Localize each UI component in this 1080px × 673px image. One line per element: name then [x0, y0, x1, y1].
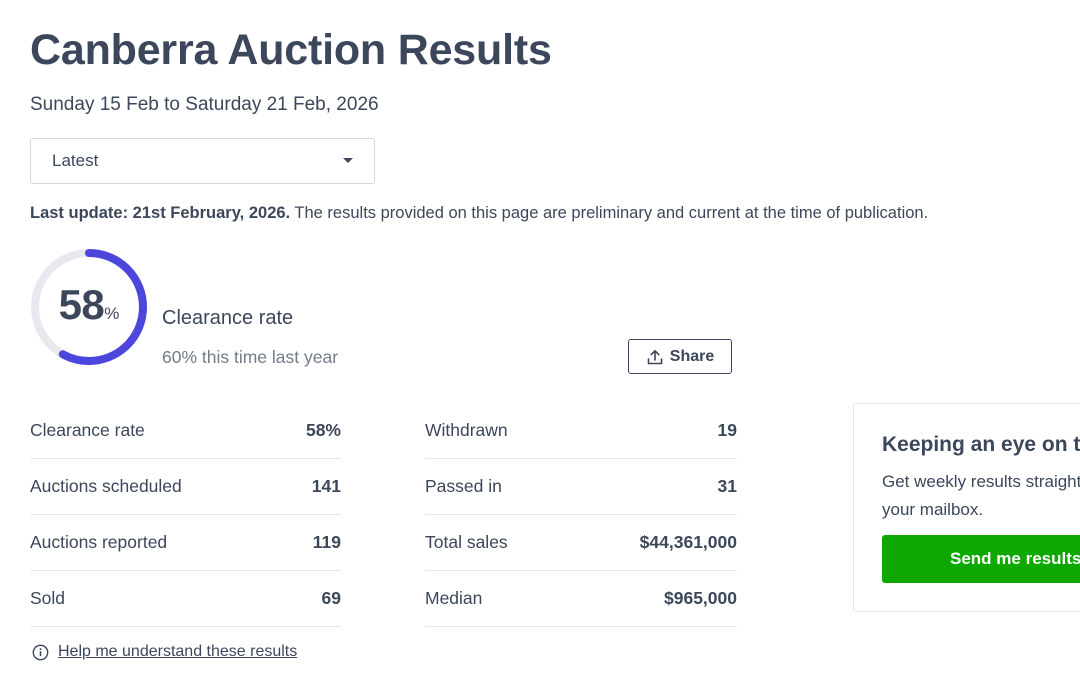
stat-label: Median	[425, 588, 483, 608]
signup-title: Keeping an eye on the market?	[882, 433, 1080, 456]
caret-down-icon	[343, 158, 353, 163]
stat-row: Auctions reported 119	[30, 515, 341, 571]
stat-label: Sold	[30, 588, 66, 608]
stat-value: 31	[717, 476, 737, 496]
signup-description: Get weekly results straight to your mail…	[882, 472, 1080, 519]
last-year-comparison: 60% this time last year	[162, 347, 339, 367]
last-update-text: The results provided on this page are pr…	[290, 204, 929, 222]
share-button[interactable]: Share	[628, 339, 732, 374]
stat-label: Auctions scheduled	[30, 476, 182, 496]
clearance-rate-unit: %	[104, 304, 120, 323]
stat-label: Auctions reported	[30, 532, 168, 552]
stat-row: Clearance rate 58%	[30, 403, 341, 459]
stat-value: 19	[717, 420, 737, 440]
info-icon	[32, 644, 49, 660]
stat-value: 119	[312, 532, 341, 552]
clearance-ring-progress	[31, 249, 147, 365]
stat-value: $44,361,000	[639, 532, 737, 552]
share-icon	[647, 349, 663, 364]
period-select[interactable]: Latest	[30, 138, 375, 184]
stat-label: Passed in	[425, 476, 502, 496]
stat-row: Sold 69	[30, 571, 341, 627]
results-signup-card: Keeping an eye on the market? Get weekly…	[853, 403, 1080, 612]
stat-row: Auctions scheduled 141	[30, 459, 341, 515]
stat-row: Median $965,000	[425, 571, 737, 627]
stat-value: 141	[311, 476, 341, 496]
page-title: Canberra Auction Results	[30, 26, 552, 74]
clearance-ring	[31, 249, 147, 365]
stat-row: Withdrawn 19	[425, 403, 737, 459]
stat-label: Clearance rate	[30, 420, 145, 440]
stats-table-left: Clearance rate 58% Auctions scheduled 14…	[30, 403, 341, 627]
stat-value: $965,000	[664, 588, 737, 608]
stat-label: Withdrawn	[425, 420, 508, 440]
clearance-rate-label: Clearance rate	[162, 307, 294, 329]
clearance-rate-value: 58%	[30, 281, 148, 329]
date-range: Sunday 15 Feb to Saturday 21 Feb, 2026	[30, 94, 379, 115]
period-select-value: Latest	[52, 151, 99, 170]
clearance-gauge: 58%	[30, 248, 148, 366]
last-update-label: Last update: 21st February, 2026.	[30, 204, 291, 222]
last-update-note: Last update: 21st February, 2026. The re…	[30, 204, 928, 223]
help-understand-link[interactable]: Help me understand these results	[32, 643, 297, 661]
stat-row: Passed in 31	[425, 459, 737, 515]
stat-row: Total sales $44,361,000	[425, 515, 737, 571]
stat-value: 69	[321, 588, 341, 608]
clearance-rate-number: 58	[58, 281, 105, 328]
stat-value: 58%	[305, 420, 341, 440]
share-label: Share	[669, 347, 715, 365]
stat-label: Total sales	[425, 532, 508, 552]
stats-table-right: Withdrawn 19 Passed in 31 Total sales $4…	[425, 403, 737, 627]
send-me-results-button[interactable]: Send me results	[882, 535, 1080, 583]
help-link-text: Help me understand these results	[58, 643, 298, 660]
